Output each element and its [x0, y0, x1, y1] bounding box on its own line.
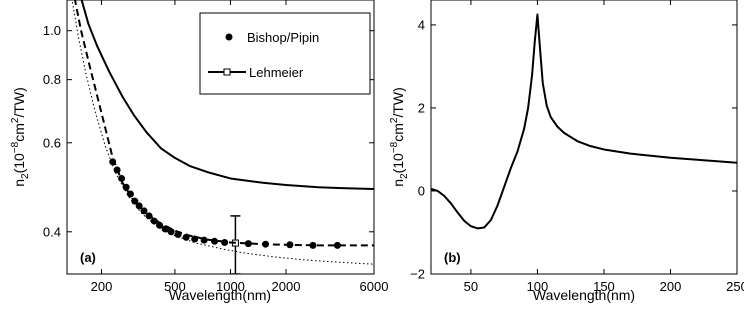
y-tick-label: 4 — [418, 17, 425, 32]
panel-b-ticks — [431, 0, 738, 275]
y-tick-label: 1.0 — [43, 23, 61, 38]
x-tick-label: 150 — [593, 279, 615, 294]
panel-b-label: (b) — [444, 250, 461, 265]
series-line-curve-dotted — [71, 0, 374, 265]
legend-marker-lehmeier — [223, 68, 231, 76]
chart-panel-b: 50 100 150 200 250 −2 0 2 4 Wavelength(nm) n2(10… — [389, 0, 744, 303]
panel-b-x-axis-label: Wavelength(nm) — [533, 287, 635, 303]
panel-b-plot-area — [431, 13, 737, 230]
panel-b-axes-box — [430, 0, 738, 275]
panel-a-axes-box — [66, 0, 375, 275]
panel-a-x-axis-label: Wavelength(nm) — [169, 287, 271, 303]
legend-box — [199, 12, 371, 95]
data-point-bishop-pipin — [122, 183, 130, 191]
panel-a-label: (a) — [80, 250, 96, 265]
chart-panel-a: 200 500 1000 2000 6000 0.4 0.6 0.8 1.0 Wavelengt… — [10, 0, 388, 303]
y-tick-label: −2 — [410, 267, 425, 282]
legend-label-lehmeier: Lehmeier — [249, 65, 304, 80]
panel-b-tick-labels: 50 100 150 200 250 −2 0 2 4 — [410, 17, 744, 294]
y-tick-label: 2 — [418, 100, 425, 115]
data-point-bishop-pipin — [309, 241, 317, 249]
panel-a-legend: Bishop/Pipin Lehmeier — [199, 12, 371, 95]
data-point-bishop-pipin — [167, 228, 175, 236]
x-tick-label: 2000 — [272, 279, 301, 294]
x-tick-label: 500 — [164, 279, 186, 294]
legend-label-bishop-pipin: Bishop/Pipin — [247, 30, 319, 45]
y-tick-label: 0 — [418, 183, 425, 198]
panel-a-ticks — [67, 0, 375, 274]
x-tick-label: 6000 — [360, 279, 389, 294]
data-point-bishop-pipin — [211, 237, 219, 245]
x-tick-label: 200 — [660, 279, 682, 294]
y-tick-label: 0.4 — [43, 224, 61, 239]
panel-b-y-axis-label: n2(10−8cm2/TW) — [389, 87, 410, 187]
data-point-bishop-pipin — [333, 241, 341, 249]
y-tick-label: 0.8 — [43, 72, 61, 87]
x-tick-label: 100 — [527, 279, 549, 294]
panel-a-tick-labels: 200 500 1000 2000 6000 0.4 0.6 0.8 1.0 — [43, 23, 389, 294]
data-point-bishop-pipin — [150, 217, 158, 225]
series-line-curve-solid — [80, 0, 374, 191]
data-point-bishop-pipin — [244, 240, 252, 248]
panel-a-plot-area — [71, 0, 374, 274]
panel-a-y-axis-label: n2(10−8cm2/TW) — [10, 87, 31, 187]
legend-marker-bishop-pipin — [225, 33, 233, 41]
x-tick-label: 50 — [464, 279, 478, 294]
y-tick-label: 0.6 — [43, 135, 61, 150]
series-line-curve-dashed — [73, 0, 374, 247]
x-tick-label: 250 — [726, 279, 744, 294]
x-tick-label: 200 — [91, 279, 113, 294]
series-line-curve-solid — [431, 13, 737, 230]
x-tick-label: 1000 — [216, 279, 245, 294]
